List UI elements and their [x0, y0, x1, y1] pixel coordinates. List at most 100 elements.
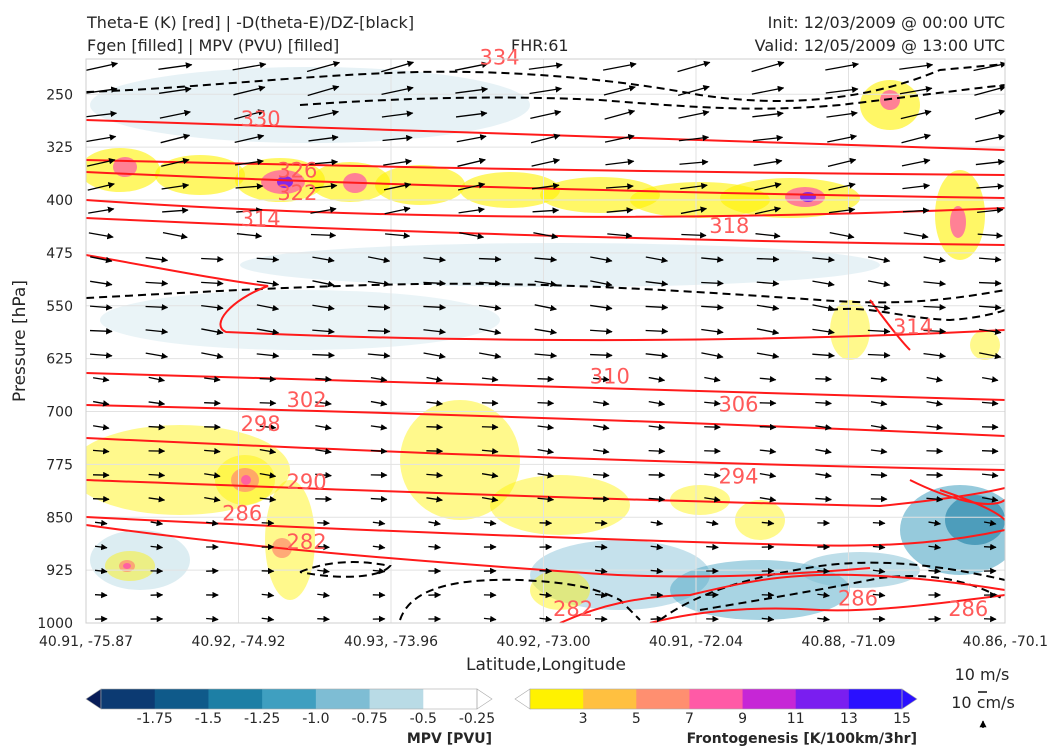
wind-vector [89, 304, 113, 311]
wind-vector [677, 60, 711, 73]
wind-vector [595, 567, 608, 575]
wind-vector [89, 327, 113, 335]
wind-vector [94, 591, 108, 599]
x-axis-label: Latitude,Longitude [466, 655, 626, 675]
theta-e-contour [86, 217, 1005, 246]
wind-vector [761, 615, 775, 623]
wind-vector [367, 327, 391, 335]
wind-vector [145, 352, 169, 360]
wind-vector [867, 304, 891, 311]
wind-vector [86, 61, 119, 71]
wind-vector [150, 519, 164, 527]
wind-vector [259, 448, 277, 455]
y-tick-label: 250 [46, 87, 73, 103]
wind-vector [92, 447, 110, 455]
stability-contour [699, 575, 1005, 611]
wind-vector [537, 495, 555, 503]
colorbar-segment [848, 689, 903, 709]
wind-vector [828, 182, 856, 191]
x-tick-label: 40.92, -73.00 [496, 634, 590, 650]
wind-vector [426, 471, 444, 479]
theta-e-contour [909, 479, 1005, 505]
x-tick-label: 40.88, -71.09 [801, 634, 895, 650]
y-tick-label: 550 [46, 299, 73, 315]
wind-vector [86, 86, 118, 94]
wind-vector [926, 400, 943, 407]
wind-vector [977, 232, 1003, 239]
wind-vector [531, 157, 561, 167]
wind-vector [159, 109, 191, 119]
wind-vector [259, 399, 277, 407]
wind-vector [233, 85, 266, 96]
fgen-shade [530, 570, 590, 610]
theta-e-contour [86, 199, 1005, 218]
wind-vector [383, 182, 412, 191]
wind-vector [870, 400, 888, 407]
wind-vector [532, 207, 560, 214]
fgen-shade [460, 172, 560, 208]
wind-vector [306, 60, 341, 73]
wind-vector [650, 519, 664, 527]
wind-vector [94, 567, 108, 575]
wind-vector [234, 158, 264, 166]
wind-vector [825, 86, 859, 94]
wind-vector [590, 328, 613, 335]
wind-vector [256, 256, 280, 263]
wind-vector [428, 543, 442, 551]
plot-area [86, 59, 1005, 623]
wind-vector [648, 495, 666, 503]
wind-vector [593, 448, 610, 455]
mpv-shade [100, 290, 500, 350]
wind-vector [870, 424, 888, 431]
wind-vector [481, 423, 499, 431]
wind-vector [595, 519, 608, 527]
theta-e-label: 290 [287, 470, 327, 494]
wind-vector [593, 400, 610, 407]
wind-vector [759, 472, 777, 479]
wind-vector [680, 182, 708, 190]
wind-vector [234, 109, 265, 120]
x-tick-label: 40.92, -74.92 [191, 634, 285, 650]
wind-vector [455, 86, 489, 94]
wind-vector [148, 376, 166, 383]
wind-vector [454, 61, 489, 71]
wind-vector [204, 399, 221, 407]
wind-vector [537, 448, 555, 455]
wind-vector [307, 85, 340, 97]
wind-vector [457, 157, 486, 167]
wind-vector [381, 60, 415, 73]
wind-vector [590, 256, 613, 264]
wind-vector [201, 304, 224, 311]
wind-vector [870, 375, 888, 383]
wind-vector [483, 519, 497, 527]
wind-vector [478, 304, 502, 311]
wind-vector [537, 399, 555, 407]
colorbar-frame [529, 688, 903, 710]
fgen-core [950, 206, 966, 238]
wind-vector [812, 304, 835, 312]
wind-vector [704, 496, 721, 503]
wind-vector [645, 256, 669, 264]
wind-vector [817, 615, 830, 623]
colorbar-extend-right [476, 688, 493, 710]
wind-vector [90, 280, 113, 287]
wind-vector [681, 232, 707, 239]
wind-vector [381, 85, 414, 95]
wind-vector [899, 62, 934, 70]
wind-vector [534, 352, 558, 359]
wind-vector [678, 134, 710, 142]
wind-vector [479, 328, 502, 336]
wind-vector [317, 615, 330, 623]
wind-vector [701, 352, 724, 360]
wind-vector [812, 280, 835, 288]
wind-vector [528, 62, 563, 70]
wind-vector [815, 495, 832, 503]
wind-vector [923, 328, 947, 335]
wind-vector [309, 159, 339, 166]
forecast-hour: FHR:61 [511, 36, 569, 55]
wind-vector [160, 133, 191, 144]
wind-vector [204, 447, 221, 455]
wind-vector [926, 376, 943, 383]
wind-vector [315, 400, 332, 407]
